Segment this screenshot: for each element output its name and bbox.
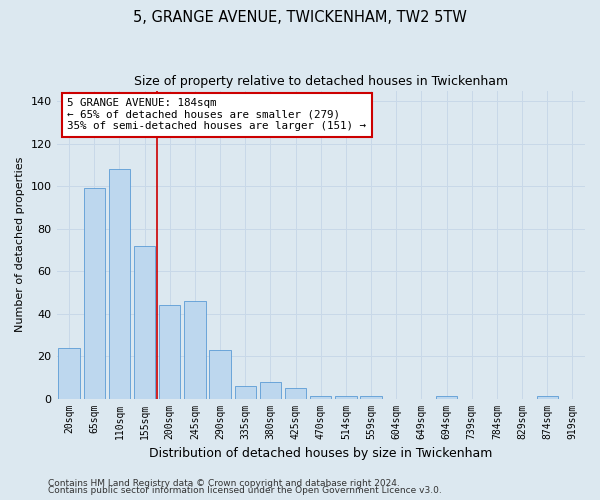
- Bar: [285, 388, 307, 398]
- Bar: [184, 301, 206, 398]
- Bar: [260, 382, 281, 398]
- Bar: [536, 396, 558, 398]
- Bar: [361, 396, 382, 398]
- Bar: [134, 246, 155, 398]
- Text: 5 GRANGE AVENUE: 184sqm
← 65% of detached houses are smaller (279)
35% of semi-d: 5 GRANGE AVENUE: 184sqm ← 65% of detache…: [67, 98, 366, 132]
- Bar: [235, 386, 256, 398]
- Bar: [109, 169, 130, 398]
- Y-axis label: Number of detached properties: Number of detached properties: [15, 157, 25, 332]
- Bar: [335, 396, 356, 398]
- Bar: [436, 396, 457, 398]
- Text: Contains public sector information licensed under the Open Government Licence v3: Contains public sector information licen…: [48, 486, 442, 495]
- Text: 5, GRANGE AVENUE, TWICKENHAM, TW2 5TW: 5, GRANGE AVENUE, TWICKENHAM, TW2 5TW: [133, 10, 467, 25]
- Bar: [209, 350, 231, 399]
- Title: Size of property relative to detached houses in Twickenham: Size of property relative to detached ho…: [134, 75, 508, 88]
- Bar: [310, 396, 331, 398]
- X-axis label: Distribution of detached houses by size in Twickenham: Distribution of detached houses by size …: [149, 447, 493, 460]
- Bar: [159, 305, 181, 398]
- Bar: [83, 188, 105, 398]
- Bar: [58, 348, 80, 399]
- Text: Contains HM Land Registry data © Crown copyright and database right 2024.: Contains HM Land Registry data © Crown c…: [48, 478, 400, 488]
